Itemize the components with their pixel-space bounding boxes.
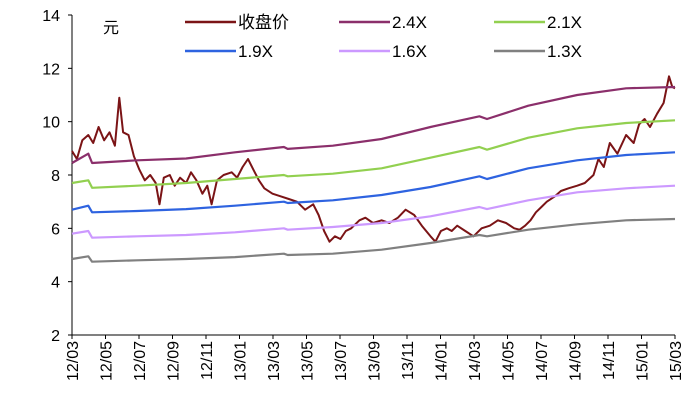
y-tick-label: 8	[51, 168, 60, 185]
x-tick-label: 13/11	[400, 341, 417, 380]
x-tick-label: 15/01	[635, 341, 652, 381]
series-line-1	[71, 75, 676, 243]
series-line-3	[71, 119, 676, 189]
legend-label: 1.9X	[238, 42, 273, 61]
y-tick-label: 6	[51, 221, 60, 238]
series-line-2	[71, 85, 676, 165]
series-line-5	[71, 184, 676, 239]
x-tick-label: 13/05	[300, 341, 317, 381]
x-tick-label: 15/03	[668, 341, 685, 381]
series-layer	[71, 75, 676, 263]
x-tick-label: 14/11	[601, 341, 618, 380]
legend-label: 1.6X	[392, 42, 427, 61]
x-tick-label: 13/01	[233, 341, 250, 381]
x-tick-label: 12/03	[65, 341, 82, 381]
x-tick-label: 12/11	[199, 341, 216, 380]
x-tick-label: 13/07	[333, 341, 350, 381]
x-tick-label: 12/05	[99, 341, 116, 381]
legend: 收盘价 2.4X 2.1X 1.9X 1.6X 1.3X	[185, 13, 582, 61]
series-line-6	[71, 217, 676, 263]
x-tick-label: 13/09	[367, 341, 384, 381]
x-tick-label: 12/09	[166, 341, 183, 381]
x-tick-label: 14/07	[534, 341, 551, 381]
legend-label: 1.3X	[547, 42, 582, 61]
legend-label: 2.1X	[547, 13, 582, 32]
y-axis-unit-label: 元	[103, 20, 119, 37]
x-tick-label: 14/05	[501, 341, 518, 381]
legend-label: 2.4X	[392, 13, 427, 32]
x-tick-label: 14/03	[467, 341, 484, 381]
legend-label: 收盘价	[238, 13, 289, 32]
y-tick-label: 2	[51, 328, 60, 345]
x-tick-label: 12/07	[132, 341, 149, 381]
x-tick-label: 14/01	[434, 341, 451, 381]
y-tick-label: 14	[42, 8, 60, 25]
y-tick-label: 10	[42, 115, 60, 132]
x-tick-label: 14/09	[568, 341, 585, 381]
series-line-4	[71, 151, 676, 214]
y-tick-label: 12	[42, 61, 60, 78]
x-tick-label: 13/03	[266, 341, 283, 381]
y-tick-label: 4	[51, 275, 60, 292]
axes: 2 4 6 8 10 12 14 12/03 12/05 12/07 12/09 12/11 13/01…	[42, 8, 685, 381]
